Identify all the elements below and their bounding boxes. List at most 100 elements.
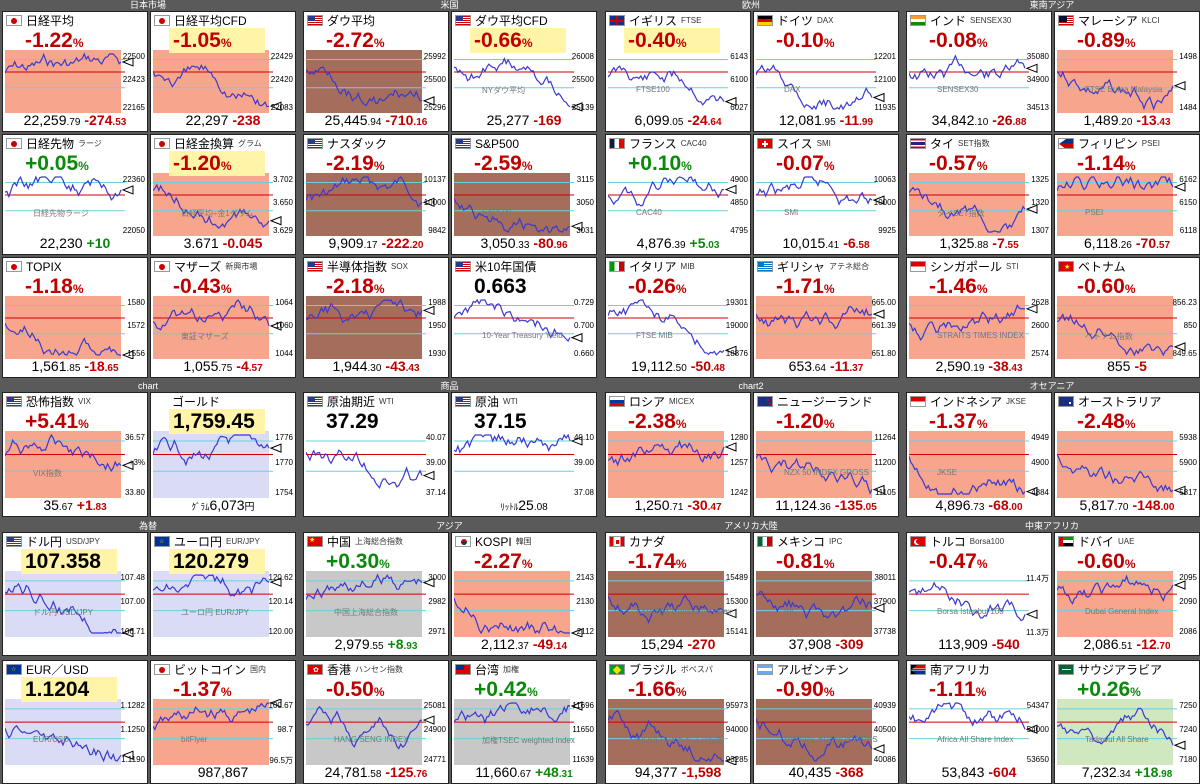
market-panel-gold[interactable]: 1776 1770 1754 ゴールド 1,759.45 ｸﾞﾗﾑ6,073円 — [150, 392, 296, 517]
market-panel-athens[interactable]: 665.00 661.39 651.80 ギリシャ アテネ総合 -1.71% 653.64-… — [753, 257, 899, 378]
price-line — [1057, 454, 1174, 493]
market-panel-ipc[interactable]: IPC 38011 37900 37738 メキシコ IPC -0.81% 37,908 -30… — [753, 532, 899, 656]
price-line — [608, 176, 725, 207]
market-panel-bist[interactable]: Borsa Istanbul 100 11.4万 11.3万 トルコ Borsa100-… — [906, 532, 1052, 656]
market-panel-btc[interactable]: bitFlyer 100.67 98.7 96.5万 ビットコイン 国内 -1.37% 987… — [150, 660, 296, 784]
current-price-marker — [1025, 63, 1038, 74]
flag-tr-icon — [910, 536, 926, 547]
net-change: -70.57 — [1136, 235, 1170, 251]
market-panel-wti2[interactable]: 40.10 39.00 37.08 原油 WTI 37.15 ﾘｯﾄﾙ25.08 — [451, 392, 597, 517]
flag-jp-icon — [154, 15, 170, 26]
market-panel-smi[interactable]: SMI 10063 10000 9925 スイス SMI -0.07% 10,015.41 -6… — [753, 134, 899, 255]
market-panel-merval[interactable]: MERVAL BUENOS AIRES 40939 40500 40086 アルゼンチン… — [753, 660, 899, 784]
current-price-marker — [121, 185, 134, 195]
axis-label: 120.62 — [268, 573, 293, 582]
instrument-subtitle: 新興市場 — [225, 262, 258, 271]
net-change: -710.16 — [385, 112, 427, 128]
instrument-name: 南アフリカ — [930, 663, 991, 677]
market-panel-topix[interactable]: 1580 1572 1556 TOPIX -1.18% 1,561.85 -18.65 — [2, 257, 148, 378]
net-change-int: -238 — [232, 112, 261, 128]
axis-label: 0.700 — [573, 321, 594, 331]
change-percent-value: -0.66 — [474, 29, 522, 52]
instrument-name: S&P500 — [475, 136, 520, 151]
last-price: 24,781.58 — [325, 764, 382, 780]
market-panel-sensex[interactable]: SENSEX30 35080 34900 34513 インド SENSEX30 -0.08%… — [906, 11, 1052, 132]
market-panel-shanghai[interactable]: 中国上海総合指数 3000 2982 2971 ★ 中国 上海総合指数 +0.30% 2,979… — [303, 532, 449, 656]
market-panel-aus[interactable]: 5938 5900 5817 オーストラリア -2.48% 5,817.70 -148.00 — [1054, 392, 1200, 517]
current-price-marker — [269, 216, 282, 226]
market-panel-hsi[interactable]: HANG SENG INDEX 25081 24900 24771 ✿ 香港 ハンセン指数 -… — [303, 660, 449, 784]
price-line — [909, 54, 1026, 81]
market-panel-wti[interactable]: 40.07 39.00 37.14 原油期近 WTI 37.29 — [303, 392, 449, 517]
market-panel-psei[interactable]: PSEI 6162 6150 6118 フィリピン PSEI -1.14% 6,118.26-… — [1054, 134, 1200, 255]
market-panel-eurjpy[interactable]: ユーロ円 EUR/JPY 120.62 120.14 120.00 ☆ ユーロ円 EUR/J… — [150, 532, 296, 656]
market-panel-dax[interactable]: DAX 12201 12100 11935 ドイツ DAX -0.10% 12,081.95-… — [753, 11, 899, 132]
market-panel-eurusd[interactable]: EUR/USD 1.1282 1.1250 1.1190 ☆ EUR／USD 1.1204 — [2, 660, 148, 784]
market-panel-twse[interactable]: 加権TSEC weighted index 11696 11650 11639 台湾 加権… — [451, 660, 597, 784]
market-panel-ftse[interactable]: FTSE100 6143 6100 6027 イギリス FTSE -0.40% 6,099.0… — [605, 11, 751, 132]
price-line — [909, 456, 1026, 496]
market-panel-nikkei-gram[interactable]: 日経平均÷金1グラム 3.702 3.650 3.629 日経金換算 グラム -1.20% 3… — [150, 134, 296, 255]
price-chart — [1057, 173, 1186, 236]
price-chart — [306, 50, 435, 113]
instrument-name: ニュージーランド — [777, 395, 873, 409]
market-panel-nikkei[interactable]: 22500 22423 22165 日経平均 -1.22% 22,259.79 -274.5… — [2, 11, 148, 132]
percent-unit: % — [675, 417, 687, 431]
instrument-subtitle: 上海総合指数 — [355, 537, 404, 546]
market-panel-dfm[interactable]: Dubai General Index 2095 2090 2086 ドバイ UAE -0.… — [1054, 532, 1200, 656]
last-price-dec: .95 — [821, 117, 836, 128]
market-panel-tsx[interactable]: S&P/TSX Composite index 15489 15300 15141 カナ… — [605, 532, 751, 656]
last-price-dec: .39 — [671, 240, 686, 251]
market-panel-mib[interactable]: FTSE MIB 19301 19000 18876 イタリア MIB -0.26% 19,1… — [605, 257, 751, 378]
market-panel-kospi[interactable]: 2143 2130 2112 KOSPI 韓国 -2.27% 2,112.37 -49.14 — [451, 532, 597, 656]
market-panel-set[interactable]: タイSET指数 1325 1320 1307 タイ SET指数 -0.57% 1,325.88… — [906, 134, 1052, 255]
net-change-dec: .83 — [92, 502, 107, 513]
group-header: chart2 — [738, 381, 764, 391]
panel-title: ナスダック — [307, 136, 387, 151]
market-panel-usdjpy[interactable]: ドル円 USD/JPY 107.48 107.00 106.71 ドル円 USD/JPY 1… — [2, 532, 148, 656]
instrument-name: イギリス — [629, 14, 678, 28]
chart-shade — [153, 571, 269, 637]
current-price-marker — [269, 577, 282, 587]
market-panel-dow[interactable]: 25992 25500 25296 ダウ平均 -2.72% 25,445.94 -710.1… — [303, 11, 449, 132]
market-panel-jse[interactable]: Africa All Share Index 54347 54000 53650 南アフ… — [906, 660, 1052, 784]
market-panel-bovespa[interactable]: IBOVESPAボベスパ指数 95973 94000 93285 ブラジル ボベスパ -1.… — [605, 660, 751, 784]
market-panel-nz[interactable]: NZX 50 INDEX GROSS 11264 11200 11105 ニュージーラン… — [753, 392, 899, 517]
panel-title: サウジアラビア — [1058, 662, 1162, 677]
market-panel-cac40[interactable]: CAC40 4900 4850 4795 フランス CAC40 +0.10% 4,876.39… — [605, 134, 751, 255]
market-panel-micex[interactable]: 1280 1257 1242 ロシア MICEX -2.38% 1,250.71 -30.47 — [605, 392, 751, 517]
market-panel-jkse[interactable]: JKSE 4949 4900 4884 インドネシア JKSE -1.37% 4,896.73… — [906, 392, 1052, 517]
axis-label: 18876 — [725, 349, 748, 358]
market-panel-sp500[interactable]: S&P500 3115 3050 3031 S&P500 -2.59% 3,050.33 -8… — [451, 134, 597, 255]
change-percent-value: 120.279 — [173, 550, 249, 573]
flag-us-icon — [6, 396, 22, 407]
percent-unit: % — [823, 685, 835, 699]
last-price: 4,876.39 — [637, 235, 686, 251]
market-panel-nikkei-cfd[interactable]: 22429 22420 22083 日経平均CFD -1.05% 22,297 -238 — [150, 11, 296, 132]
change-percent: -0.43% — [173, 275, 232, 299]
market-panel-vn[interactable]: ベトナム指数 856.23 850 849.65 ★ ベトナム -0.60% 855 -5 — [1054, 257, 1200, 378]
last-price: 11,124.36 — [775, 497, 831, 513]
current-price-marker — [422, 577, 435, 588]
market-panel-us10y[interactable]: 10-Year Treasury Yield 0.729 0.700 0.660 米10… — [451, 257, 597, 378]
price-footer: 1,489.20 -13.43 — [1055, 112, 1199, 130]
last-price-int: 3,050 — [480, 235, 516, 251]
market-panel-nikkei-fut[interactable]: 日経先物ラージ 22360 22050 日経先物 ラージ +0.05% 22,230 +10 — [2, 134, 148, 255]
market-panel-nasdaq[interactable]: 10137 10000 9842 ナスダック -2.19% 9,909.17 -222.20 — [303, 134, 449, 255]
instrument-name: 日経金換算 — [174, 137, 235, 151]
axis-label: 1.1282 — [120, 701, 145, 710]
change-percent-value: 107.358 — [25, 550, 101, 573]
current-price-marker — [570, 102, 583, 112]
market-panel-klci[interactable]: FTSE Bursa Malaysia 1498 1484 マレーシア KLCI -0.8… — [1054, 11, 1200, 132]
last-price: 653.64 — [789, 358, 826, 374]
market-panel-tasi[interactable]: Tadawul All Share 7250 7240 7180 サウジアラビア +0.2… — [1054, 660, 1200, 784]
market-panel-sox[interactable]: 1988 1950 1930 半導体指数 SOX -2.18% 1,944.30 -43.43 — [303, 257, 449, 378]
market-panel-sti[interactable]: STRAITS TIMES INDEX 2628 2600 2574 シンガポール STI… — [906, 257, 1052, 378]
market-panel-dow-cfd[interactable]: NYダウ平均 26008 25500 25139 ダウ平均CFD -0.66% 25,277… — [451, 11, 597, 132]
axis-label: 4900 — [1031, 457, 1049, 467]
market-panel-mothers[interactable]: 東証マザーズ 1064 1060 1044 マザーズ 新興市場 -0.43% 1,055.75… — [150, 257, 296, 378]
market-panel-vix[interactable]: VIX指数 36.57 +3% 33.80 恐怖指数 VIX +5.41% 35.67 +1.8… — [2, 392, 148, 517]
panel-title: タイ SET指数 — [910, 136, 990, 151]
net-change: -222.20 — [382, 235, 424, 251]
chart-watermark: Tadawul All Share — [1085, 735, 1149, 745]
